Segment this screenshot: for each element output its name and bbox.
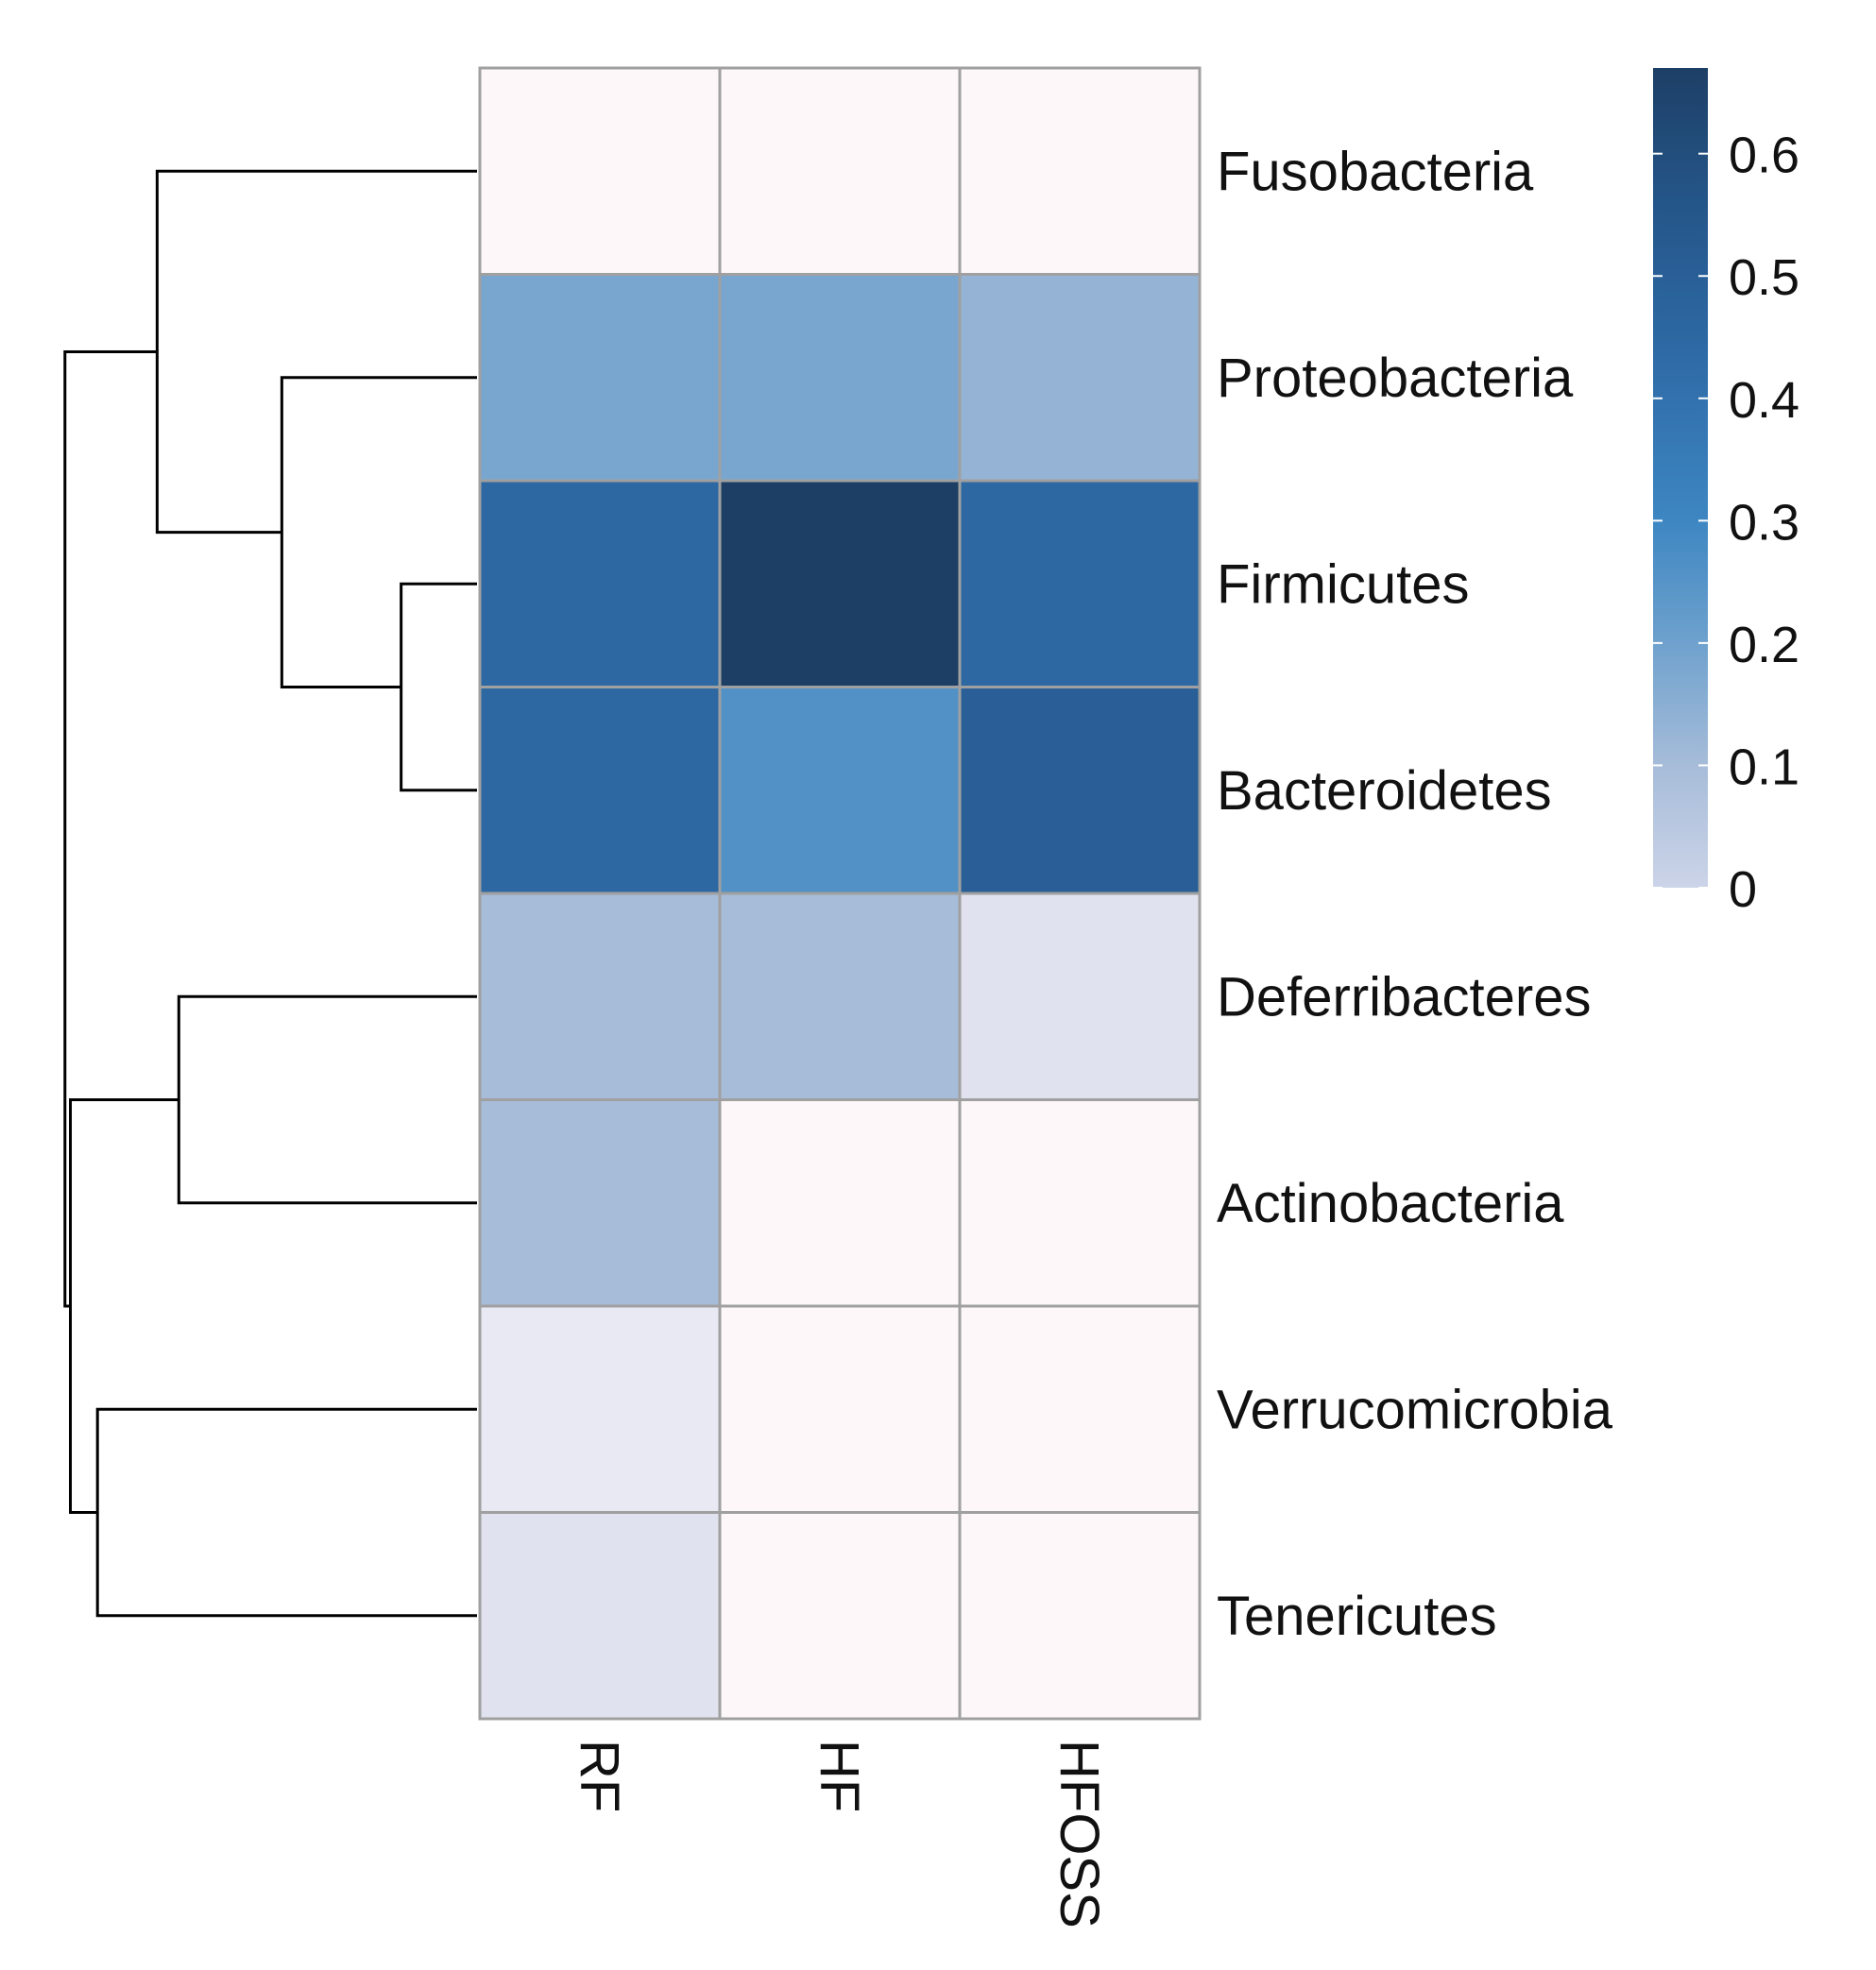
row-label-tenericutes: Tenericutes <box>1217 1586 1497 1647</box>
colorbar-tick-label: 0 <box>1729 861 1757 918</box>
row-label-verrucomicrobia: Verrucomicrobia <box>1217 1379 1613 1440</box>
heatmap-cell-firmicutes-rf <box>478 479 722 688</box>
heatmap-cell-deferribacteres-hfoss <box>958 892 1202 1101</box>
colorbar-tick-label: 0.4 <box>1729 372 1799 429</box>
heatmap-cell-bacteroidetes-hf <box>718 686 962 895</box>
row-dendrogram <box>63 169 477 1618</box>
dendrogram-branch-Deferribacteres+Actinobacteria <box>177 994 477 1205</box>
column-label-hfoss: HFOSS <box>1049 1740 1110 1928</box>
row-labels: Fusobacteria Proteobacteria Firmicutes Bact… <box>1217 141 1613 1647</box>
heatmap-cell-tenericutes-hf <box>718 1511 962 1721</box>
colorbar-tick-label: 0.1 <box>1729 739 1799 795</box>
dendrogram-branch-lower cluster <box>69 1098 179 1514</box>
heatmap-cell-actinobacteria-hfoss <box>958 1098 1202 1308</box>
row-label-deferribacteres: Deferribacteres <box>1217 966 1591 1027</box>
heatmap-cell-bacteroidetes-rf <box>478 686 722 895</box>
heatmap-cell-verrucomicrobia-rf <box>478 1304 722 1514</box>
heatmap-cell-proteobacteria-rf <box>478 273 722 483</box>
color-legend: 0 0.1 0.2 0.3 0.4 0.5 0.6 <box>1653 68 1799 918</box>
heatmap-cell-deferribacteres-hf <box>718 892 962 1101</box>
heatmap-cell-fusobacteria-hf <box>718 66 962 276</box>
heatmap-cell-firmicutes-hf <box>718 479 962 688</box>
dendrogram-branch-root <box>63 349 158 1308</box>
row-label-firmicutes: Firmicutes <box>1217 553 1469 615</box>
dendrogram-branch-upper cluster <box>155 169 477 535</box>
heatmap-cell-verrucomicrobia-hfoss <box>958 1304 1202 1514</box>
heatmap-cell-deferribacteres-rf <box>478 892 722 1101</box>
heatmap-cell-firmicutes-hfoss <box>958 479 1202 688</box>
column-label-rf: RF <box>569 1740 630 1812</box>
colorbar-tick-label: 0.2 <box>1729 617 1799 673</box>
heatmap-cell-actinobacteria-rf <box>478 1098 722 1308</box>
colorbar-tick-label: 0.5 <box>1729 249 1799 306</box>
heatmap-cell-bacteroidetes-hfoss <box>958 686 1202 895</box>
heatmap-cell-tenericutes-rf <box>478 1511 722 1721</box>
heatmap-cells <box>478 66 1202 1721</box>
colorbar-gradient <box>1653 68 1708 888</box>
row-label-actinobacteria: Actinobacteria <box>1217 1173 1564 1234</box>
colorbar-tick-label: 0.6 <box>1729 127 1799 184</box>
heatmap-cell-fusobacteria-rf <box>478 66 722 276</box>
dendrogram-branch-Firmicutes+Bacteroidetes <box>400 582 477 792</box>
heatmap-cell-proteobacteria-hfoss <box>958 273 1202 483</box>
column-labels: RF HF HFOSS <box>569 1740 1110 1928</box>
heatmap-cell-actinobacteria-hf <box>718 1098 962 1308</box>
column-label-hf: HF <box>809 1740 870 1812</box>
row-label-proteobacteria: Proteobacteria <box>1217 348 1574 409</box>
dendrogram-branch-Proteobacteria+Firmicutes+Bacteroidetes <box>280 376 477 688</box>
heatmap-cell-tenericutes-hfoss <box>958 1511 1202 1721</box>
colorbar-tick-label: 0.3 <box>1729 494 1799 551</box>
row-label-fusobacteria: Fusobacteria <box>1217 141 1534 202</box>
row-label-bacteroidetes: Bacteroidetes <box>1217 760 1552 822</box>
heatmap-cell-verrucomicrobia-hf <box>718 1304 962 1514</box>
heatmap-cell-proteobacteria-hf <box>718 273 962 483</box>
heatmap-cell-fusobacteria-hfoss <box>958 66 1202 276</box>
dendrogram-branch-Verrucomicrobia+Tenericutes <box>95 1407 477 1618</box>
